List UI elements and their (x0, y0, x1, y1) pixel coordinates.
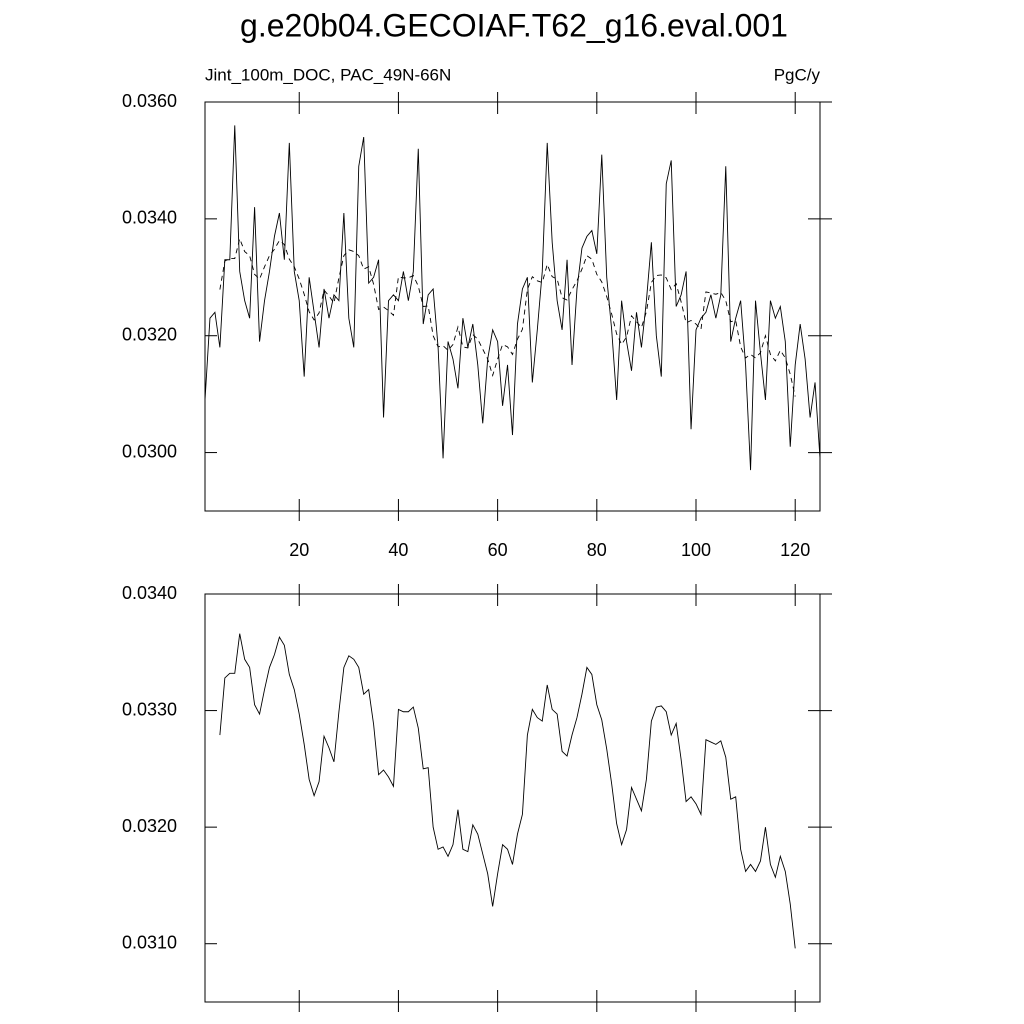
y-tick-label: 0.0340 (122, 208, 177, 228)
y-tick-label: 0.0360 (122, 91, 177, 111)
y-tick-label: 0.0300 (122, 441, 177, 461)
x-tick-label: 40 (388, 540, 408, 560)
x-tick-label: 20 (289, 540, 309, 560)
smoothed-line (219, 237, 796, 397)
y-tick-label: 0.0310 (122, 932, 177, 952)
chart-title: g.e20b04.GECOIAF.T62_g16.eval.001 (240, 7, 788, 43)
x-tick-label: 100 (681, 540, 711, 560)
y-tick-label: 0.0340 (122, 583, 177, 603)
plot-frame (204, 593, 821, 1003)
data-line (204, 125, 821, 471)
x-tick-label: 80 (587, 540, 607, 560)
plot-frame (204, 101, 821, 512)
subtitle-right: PgC/y (774, 65, 821, 84)
subtitle-left: Jint_100m_DOC, PAC_49N-66N (205, 65, 451, 84)
y-tick-label: 0.0320 (122, 324, 177, 344)
y-tick-label: 0.0320 (122, 816, 177, 836)
x-tick-label: 120 (780, 540, 810, 560)
x-tick-label: 60 (488, 540, 508, 560)
data-line (219, 633, 796, 949)
y-tick-label: 0.0330 (122, 699, 177, 719)
